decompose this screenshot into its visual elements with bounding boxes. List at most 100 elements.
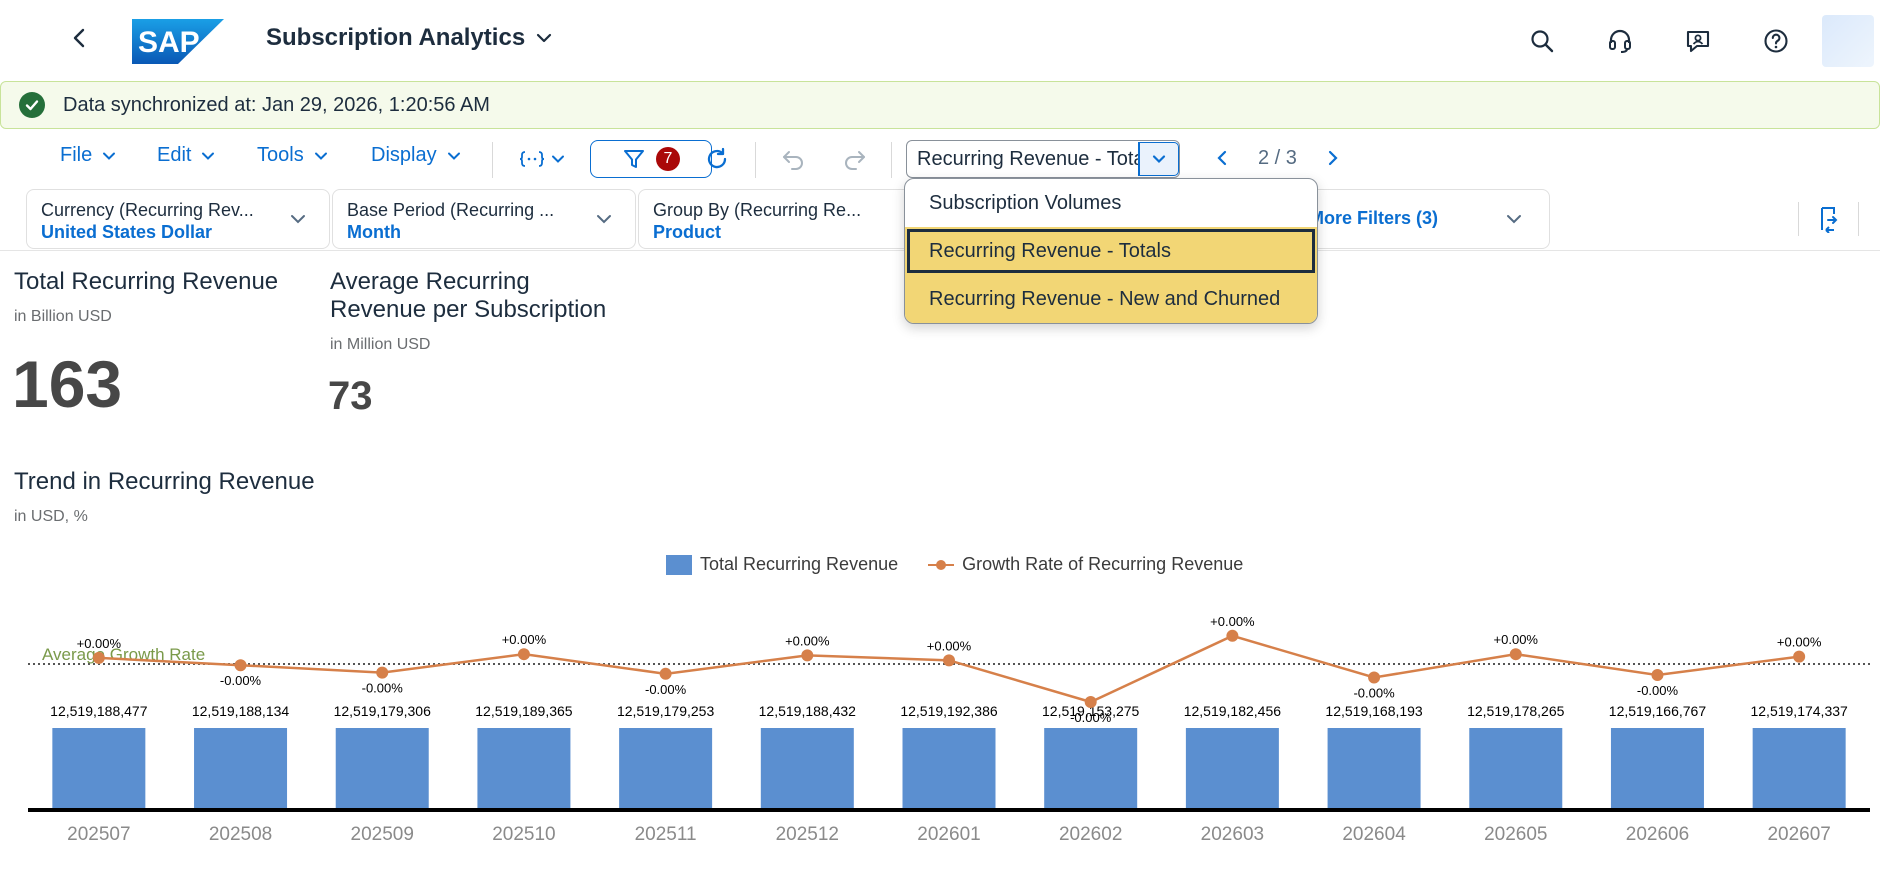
success-check-icon <box>19 92 45 118</box>
help-icon[interactable] <box>1754 19 1798 63</box>
growth-rate-point[interactable] <box>1084 696 1097 708</box>
filter-group-by-label: Group By (Recurring Re... <box>653 200 862 220</box>
chart-bar[interactable] <box>1327 728 1421 810</box>
chart-bar[interactable] <box>1469 728 1563 810</box>
chart-legend: Total Recurring Revenue Growth Rate of R… <box>666 554 1243 575</box>
page-selector[interactable]: Recurring Revenue - Totals <box>906 140 1180 178</box>
growth-rate-point[interactable] <box>659 667 672 680</box>
x-tick-label: 202601 <box>917 824 980 845</box>
x-tick-label: 202605 <box>1484 824 1547 845</box>
chart-bar[interactable] <box>760 728 854 810</box>
legend-line-swatch <box>928 555 955 575</box>
headset-icon[interactable] <box>1598 19 1642 63</box>
growth-data-label: -0.00% <box>1070 710 1112 725</box>
x-tick-label: 202603 <box>1201 824 1264 845</box>
growth-data-label: +0.00% <box>785 633 830 648</box>
menu-display[interactable]: Display <box>371 144 461 167</box>
bar-data-label: 12,519,179,306 <box>334 703 432 719</box>
chevron-down-icon <box>314 152 327 160</box>
undo-icon[interactable] <box>776 142 810 176</box>
bar-data-label: 12,519,174,337 <box>1750 703 1848 719</box>
pager-text: 2 / 3 <box>1258 146 1297 169</box>
growth-rate-point[interactable] <box>1368 671 1381 684</box>
filter-currency-label: Currency (Recurring Rev... <box>41 200 254 220</box>
bar-data-label: 12,519,178,265 <box>1467 703 1565 719</box>
pager: 2 / 3 <box>1210 144 1345 172</box>
refresh-icon[interactable] <box>700 142 734 176</box>
app-title: Subscription Analytics <box>266 24 526 51</box>
menu-tools-label: Tools <box>257 144 304 166</box>
growth-rate-point[interactable] <box>1651 669 1664 682</box>
chart-bar[interactable] <box>902 728 996 810</box>
more-filters-label: More Filters (3) <box>1309 208 1439 228</box>
growth-rate-point[interactable] <box>234 659 247 672</box>
chevron-down-icon <box>447 152 460 160</box>
avatar[interactable] <box>1822 15 1874 67</box>
option-recurring-revenue-totals[interactable]: Recurring Revenue - Totals <box>905 227 1317 275</box>
toolbar-separator <box>492 142 493 178</box>
app-title-menu[interactable]: Subscription Analytics <box>266 24 553 52</box>
chart-bar[interactable] <box>619 728 713 810</box>
kpi-average-title: Average Recurring Revenue per Subscripti… <box>330 268 607 323</box>
filter-group-by-value: Product <box>653 222 722 242</box>
growth-rate-point[interactable] <box>1793 650 1806 663</box>
filterbar-separator <box>1798 202 1799 236</box>
kpi-total-title: Total Recurring Revenue <box>14 268 279 295</box>
menu-file[interactable]: File <box>60 144 116 167</box>
redo-icon[interactable] <box>838 142 872 176</box>
legend-bar-label: Total Recurring Revenue <box>700 554 899 574</box>
chart-bar[interactable] <box>335 728 429 810</box>
growth-rate-point[interactable] <box>1509 648 1522 661</box>
menu-display-label: Display <box>371 144 437 166</box>
chart-bar[interactable] <box>52 728 146 810</box>
growth-data-label: +0.00% <box>502 632 547 647</box>
bar-data-label: 12,519,188,432 <box>759 703 857 719</box>
x-tick-label: 202602 <box>1059 824 1122 845</box>
chart-bar[interactable] <box>1185 728 1279 810</box>
growth-rate-point[interactable] <box>943 654 955 667</box>
sap-logo[interactable]: SAP <box>132 19 224 64</box>
page-selector-dropdown-button[interactable] <box>1138 142 1179 176</box>
feedback-icon[interactable] <box>1676 19 1720 63</box>
option-subscription-volumes[interactable]: Subscription Volumes <box>929 191 1122 214</box>
chevron-down-icon <box>1507 215 1521 224</box>
growth-data-label: +0.00% <box>1210 614 1255 629</box>
bar-data-label: 12,519,182,456 <box>1184 703 1282 719</box>
chart-bar[interactable] <box>194 728 288 810</box>
growth-rate-point[interactable] <box>1226 629 1239 642</box>
growth-rate-point[interactable] <box>376 666 389 679</box>
filter-button[interactable]: 7 <box>590 140 712 178</box>
chart-bar[interactable] <box>1610 728 1704 810</box>
growth-data-label: -0.00% <box>1637 683 1679 698</box>
x-tick-label: 202509 <box>351 824 414 845</box>
filter-currency[interactable]: Currency (Recurring Rev... United States… <box>26 189 330 249</box>
menu-tools[interactable]: Tools <box>257 144 328 167</box>
filter-group-by[interactable]: Group By (Recurring Re... Product <box>638 189 942 249</box>
filter-base-period[interactable]: Base Period (Recurring ... Month <box>332 189 636 249</box>
filter-panel-icon[interactable] <box>1814 202 1842 236</box>
chart-bar[interactable] <box>1752 728 1846 810</box>
x-tick-label: 202510 <box>492 824 555 845</box>
x-tick-label: 202604 <box>1342 824 1406 845</box>
variable-icon[interactable] <box>514 142 570 176</box>
chart-bar[interactable] <box>477 728 571 810</box>
next-page-icon[interactable] <box>1321 144 1345 172</box>
growth-rate-point[interactable] <box>801 649 814 662</box>
growth-data-label: +0.00% <box>927 638 972 653</box>
filter-icon <box>624 150 644 168</box>
growth-rate-point[interactable] <box>517 648 530 661</box>
menu-edit[interactable]: Edit <box>157 144 215 167</box>
search-icon[interactable] <box>1520 19 1564 63</box>
option-recurring-revenue-new-churned[interactable]: Recurring Revenue - New and Churned <box>905 275 1317 323</box>
bar-data-label: 12,519,192,386 <box>900 703 998 719</box>
chart-bar[interactable] <box>1044 728 1138 810</box>
sync-message-strip: Data synchronized at: Jan 29, 2026, 1:20… <box>0 81 1880 129</box>
more-filters-button[interactable]: More Filters (3) <box>1292 189 1550 249</box>
bar-data-label: 12,519,189,365 <box>475 703 573 719</box>
growth-data-label: -0.00% <box>1353 685 1395 700</box>
growth-rate-point[interactable] <box>92 651 105 664</box>
kpi-total-value: 163 <box>12 347 123 421</box>
toolbar: File Edit Tools Display 7 Recurring Reve… <box>0 136 1880 180</box>
back-icon[interactable] <box>66 26 94 54</box>
previous-page-icon[interactable] <box>1210 144 1234 172</box>
